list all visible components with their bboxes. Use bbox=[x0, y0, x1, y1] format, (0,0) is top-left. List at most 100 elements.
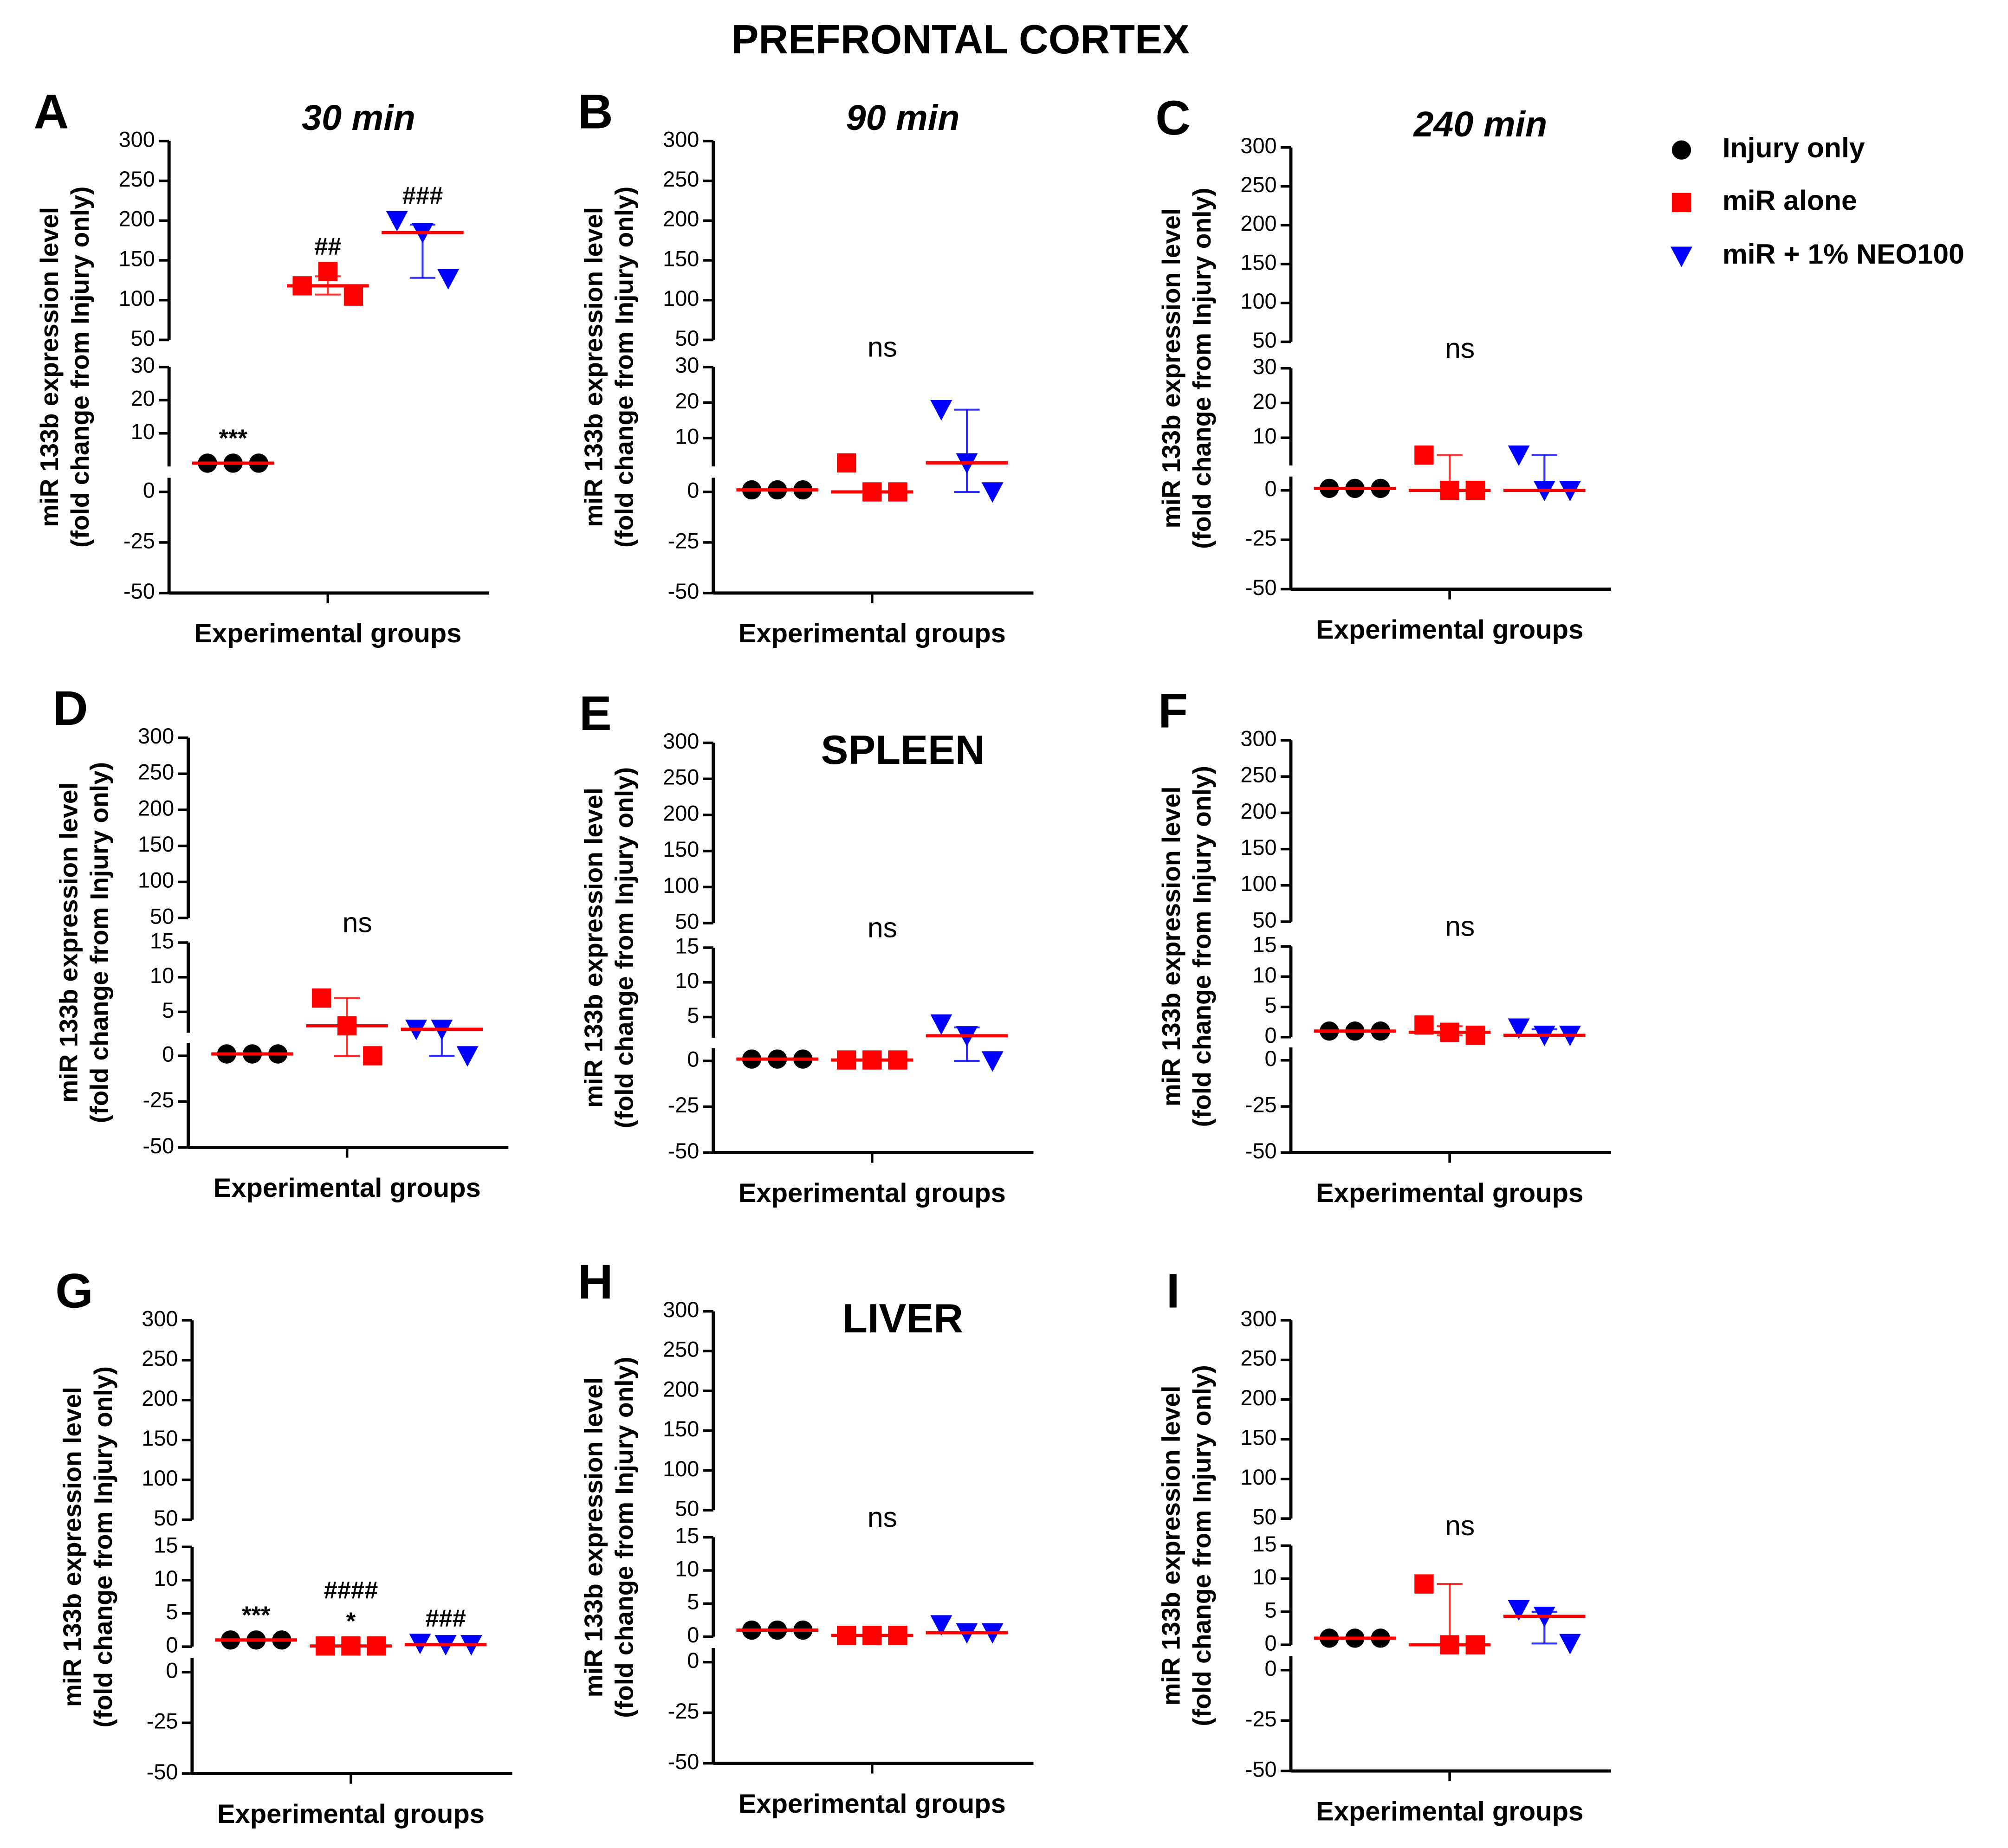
y-axis-label: (fold change from Injury only) bbox=[1187, 766, 1216, 1127]
y-tick-label: 0 bbox=[1265, 1023, 1277, 1047]
y-tick-label: 20 bbox=[131, 387, 155, 411]
legend-label: Injury only bbox=[1723, 132, 1865, 163]
data-point bbox=[456, 1046, 479, 1067]
panel-letter: A bbox=[33, 84, 69, 139]
annotation: ns bbox=[1445, 332, 1475, 364]
x-axis-label: Experimental groups bbox=[738, 1789, 1006, 1819]
y-tick-label: 250 bbox=[1240, 1346, 1276, 1370]
y-tick-label: 100 bbox=[119, 286, 155, 310]
y-tick-label: 50 bbox=[675, 909, 699, 933]
annotation: #### bbox=[324, 1577, 378, 1604]
data-point bbox=[311, 988, 331, 1008]
y-tick-label: 5 bbox=[162, 998, 174, 1022]
data-point bbox=[318, 262, 337, 281]
y-tick-label: 300 bbox=[142, 1306, 178, 1331]
y-axis-label: miR 133b expression level bbox=[35, 207, 64, 527]
data-point bbox=[1465, 1026, 1485, 1045]
data-point bbox=[930, 1014, 952, 1035]
data-point bbox=[343, 286, 363, 306]
y-tick-label: 250 bbox=[138, 760, 174, 784]
x-axis-label: Experimental groups bbox=[217, 1799, 485, 1829]
legend-marker bbox=[1671, 140, 1691, 160]
y-tick-label: 30 bbox=[1252, 355, 1276, 379]
y-tick-label: 200 bbox=[138, 796, 174, 820]
y-axis-label: miR 133b expression level bbox=[1157, 786, 1185, 1106]
y-axis-label: miR 133b expression level bbox=[58, 1387, 87, 1707]
y-tick-label: 0 bbox=[166, 1658, 178, 1682]
annotation: ns bbox=[868, 331, 897, 362]
legend-label: miR alone bbox=[1723, 184, 1857, 216]
annotation: ns bbox=[868, 1501, 897, 1533]
y-tick-label: 150 bbox=[142, 1426, 178, 1450]
figure-title: PREFRONTAL CORTEX bbox=[732, 16, 1190, 62]
x-axis-label: Experimental groups bbox=[1316, 615, 1583, 645]
y-tick-label: 200 bbox=[142, 1386, 178, 1410]
y-tick-label: 10 bbox=[675, 424, 699, 448]
y-tick-label: 10 bbox=[1252, 963, 1276, 987]
y-tick-label: -50 bbox=[668, 579, 700, 603]
panel-letter: E bbox=[579, 686, 612, 741]
annotation: *** bbox=[219, 425, 248, 452]
y-axis-label: (fold change from Injury only) bbox=[65, 187, 94, 548]
y-tick-label: -50 bbox=[123, 579, 155, 603]
y-tick-label: -25 bbox=[123, 529, 155, 553]
y-tick-label: -25 bbox=[1245, 526, 1277, 550]
x-axis-label: Experimental groups bbox=[738, 619, 1006, 648]
y-axis-label: miR 133b expression level bbox=[579, 788, 608, 1108]
y-tick-label: 50 bbox=[1252, 908, 1276, 932]
y-tick-label: 250 bbox=[1240, 173, 1276, 197]
y-tick-label: 100 bbox=[1240, 289, 1276, 313]
data-point bbox=[981, 482, 1004, 503]
y-tick-label: 0 bbox=[162, 1042, 174, 1066]
y-tick-label: 100 bbox=[142, 1466, 178, 1490]
data-point bbox=[1508, 1600, 1530, 1621]
data-point bbox=[930, 400, 952, 421]
data-point bbox=[1414, 1574, 1434, 1594]
y-tick-label: -50 bbox=[1245, 575, 1277, 600]
y-tick-label: 150 bbox=[663, 246, 699, 271]
y-tick-label: -25 bbox=[668, 1093, 700, 1117]
y-tick-label: 150 bbox=[663, 837, 699, 861]
y-tick-label: 5 bbox=[166, 1600, 178, 1624]
data-point bbox=[981, 1051, 1004, 1072]
y-tick-label: 10 bbox=[150, 963, 174, 988]
y-tick-label: 10 bbox=[675, 1557, 699, 1581]
y-tick-label: 5 bbox=[1265, 993, 1277, 1017]
y-tick-label: 0 bbox=[143, 478, 155, 502]
y-tick-label: -50 bbox=[668, 1139, 700, 1163]
y-tick-label: 150 bbox=[119, 246, 155, 271]
y-tick-label: 10 bbox=[154, 1566, 178, 1590]
y-tick-label: 300 bbox=[663, 729, 699, 753]
y-tick-label: 10 bbox=[1252, 1565, 1276, 1589]
x-axis-label: Experimental groups bbox=[738, 1178, 1006, 1208]
x-axis-label: Experimental groups bbox=[1316, 1178, 1583, 1208]
y-tick-label: 200 bbox=[1240, 799, 1276, 823]
y-tick-label: -25 bbox=[1245, 1707, 1277, 1731]
y-tick-label: 50 bbox=[131, 326, 155, 350]
y-tick-label: 250 bbox=[119, 167, 155, 191]
y-tick-label: 200 bbox=[1240, 212, 1276, 236]
panel-letter: H bbox=[578, 1255, 613, 1309]
data-point bbox=[1559, 1634, 1581, 1654]
y-axis-label: (fold change from Injury only) bbox=[1187, 1365, 1216, 1726]
y-axis-label: miR 133b expression level bbox=[579, 1377, 608, 1698]
y-tick-label: 15 bbox=[1252, 933, 1276, 957]
legend-label: miR + 1% NEO100 bbox=[1723, 238, 1964, 270]
x-axis-label: Experimental groups bbox=[214, 1173, 481, 1203]
data-point bbox=[930, 1615, 952, 1636]
y-tick-label: 300 bbox=[1240, 726, 1276, 750]
y-tick-label: 100 bbox=[663, 286, 699, 310]
y-tick-label: 0 bbox=[687, 1047, 699, 1071]
y-tick-label: 30 bbox=[131, 353, 155, 377]
y-tick-label: 0 bbox=[1265, 1047, 1277, 1071]
panel-letter: G bbox=[55, 1264, 93, 1318]
y-tick-label: 300 bbox=[663, 1298, 699, 1322]
y-axis-label: miR 133b expression level bbox=[1157, 208, 1185, 529]
panel-title: 90 min bbox=[846, 98, 960, 138]
y-tick-label: 250 bbox=[663, 167, 699, 191]
panel-title: 240 min bbox=[1412, 104, 1547, 144]
y-tick-label: 50 bbox=[675, 326, 699, 350]
y-tick-label: 0 bbox=[1265, 1656, 1277, 1680]
